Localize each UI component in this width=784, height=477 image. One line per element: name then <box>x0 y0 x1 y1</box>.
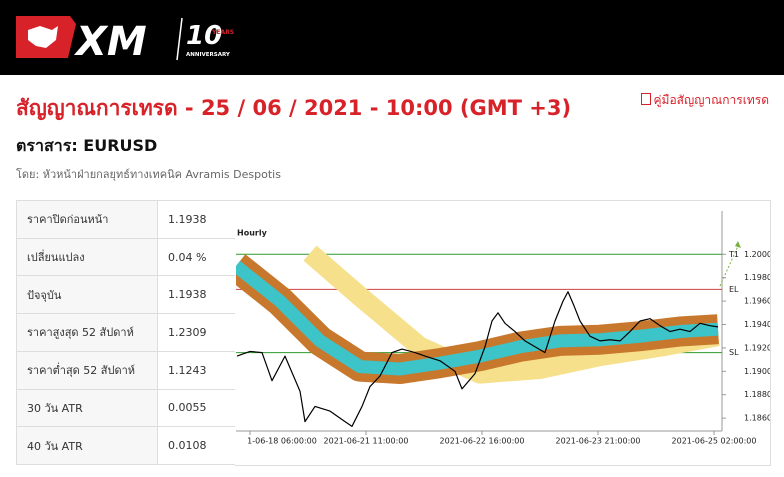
y-tick-label: 1.1960 <box>744 297 771 306</box>
price-line <box>236 291 719 427</box>
x-tick-label: 2021-06-22 16:00:00 <box>440 437 525 446</box>
table-row: ราคาต่ำสุด 52 สัปดาห์ 1.1243 <box>16 350 236 390</box>
logo-text: XM <box>73 19 147 65</box>
pdf-link-text[interactable]: คู่มือสัญญาณการเทรด <box>653 93 770 107</box>
y-tick-label: 1.2000 <box>744 250 771 259</box>
cell-value: 1.1243 <box>157 350 236 390</box>
logo-number: 10 <box>186 21 222 51</box>
chart-title: Hourly <box>237 229 268 238</box>
table-row: 30 วัน ATR 0.0055 <box>16 388 236 428</box>
y-tick-label: 1.1900 <box>744 367 771 376</box>
y-tick-label: 1.1880 <box>744 390 771 399</box>
logo-anniversary: ANNIVERSARY <box>186 52 231 58</box>
author: โดย: หัวหน้าฝ่ายกลยุทธ์ทางเทคนิค Avramis… <box>16 168 281 181</box>
pdf-link[interactable]: คู่มือสัญญาณการเทรด <box>640 91 770 110</box>
cell-value: 1.2309 <box>157 313 236 352</box>
logo-years: YEARS <box>211 29 234 36</box>
band-inner <box>236 260 719 376</box>
cell-label: ราคาสูงสุด 52 สัปดาห์ <box>16 313 158 352</box>
logo[interactable]: XM 10 YEARS ANNIVERSARY <box>0 0 260 75</box>
cell-value: 0.04 % <box>157 237 236 277</box>
y-tick-label: 1.1860 <box>744 414 771 423</box>
chart: Hourly 1.2000 1.1980 1.1960 1.1940 1.1920 1.1… <box>235 200 771 466</box>
cell-label: เปลี่ยนแปลง <box>16 237 158 277</box>
cell-label: 40 วัน ATR <box>16 426 158 465</box>
instrument: ตราสาร: EURUSD <box>16 136 158 155</box>
cell-label: 30 วัน ATR <box>16 388 158 428</box>
x-tick-label: 2021-06-23 21:00:00 <box>556 437 641 446</box>
table-row: 40 วัน ATR 0.0108 <box>16 426 236 465</box>
level-label: SL <box>729 348 739 357</box>
arrow-head <box>735 241 741 248</box>
target-arrow <box>719 245 739 287</box>
x-tick-label: 2021-06-21 11:00:00 <box>324 437 409 446</box>
y-tick-label: 1.1920 <box>744 343 771 352</box>
x-tick-label: 1-06-18 06:00:00 <box>247 437 317 446</box>
level-label: T1 <box>728 250 739 259</box>
cell-value: 1.1938 <box>157 275 236 315</box>
cell-label: ราคาต่ำสุด 52 สัปดาห์ <box>16 350 158 390</box>
header: XM 10 YEARS ANNIVERSARY <box>0 0 784 75</box>
table-row: ปัจจุบัน 1.1938 <box>16 275 236 315</box>
table-row: ราคาสูงสุด 52 สัปดาห์ 1.2309 <box>16 313 236 352</box>
cell-label: ราคาปิดก่อนหน้า <box>16 200 158 239</box>
x-tick-label: 2021-06-25 02:00:00 <box>672 437 757 446</box>
table-row: เปลี่ยนแปลง 0.04 % <box>16 237 236 277</box>
y-tick-label: 1.1940 <box>744 320 771 329</box>
cell-value: 1.1938 <box>157 200 236 239</box>
stats-table: ราคาปิดก่อนหน้า 1.1938 เปลี่ยนแปลง 0.04 % ปั… <box>16 200 236 465</box>
cell-value: 0.0055 <box>157 388 236 428</box>
cell-label: ปัจจุบัน <box>16 275 158 315</box>
level-label: EL <box>729 285 739 294</box>
cell-value: 0.0108 <box>157 426 236 465</box>
page-title: สัญญาณการเทรด - 25 / 06 / 2021 - 10:00 (… <box>16 96 572 120</box>
table-row: ราคาปิดก่อนหน้า 1.1938 <box>16 200 236 239</box>
y-tick-label: 1.1980 <box>744 273 771 282</box>
pdf-icon <box>640 93 651 105</box>
